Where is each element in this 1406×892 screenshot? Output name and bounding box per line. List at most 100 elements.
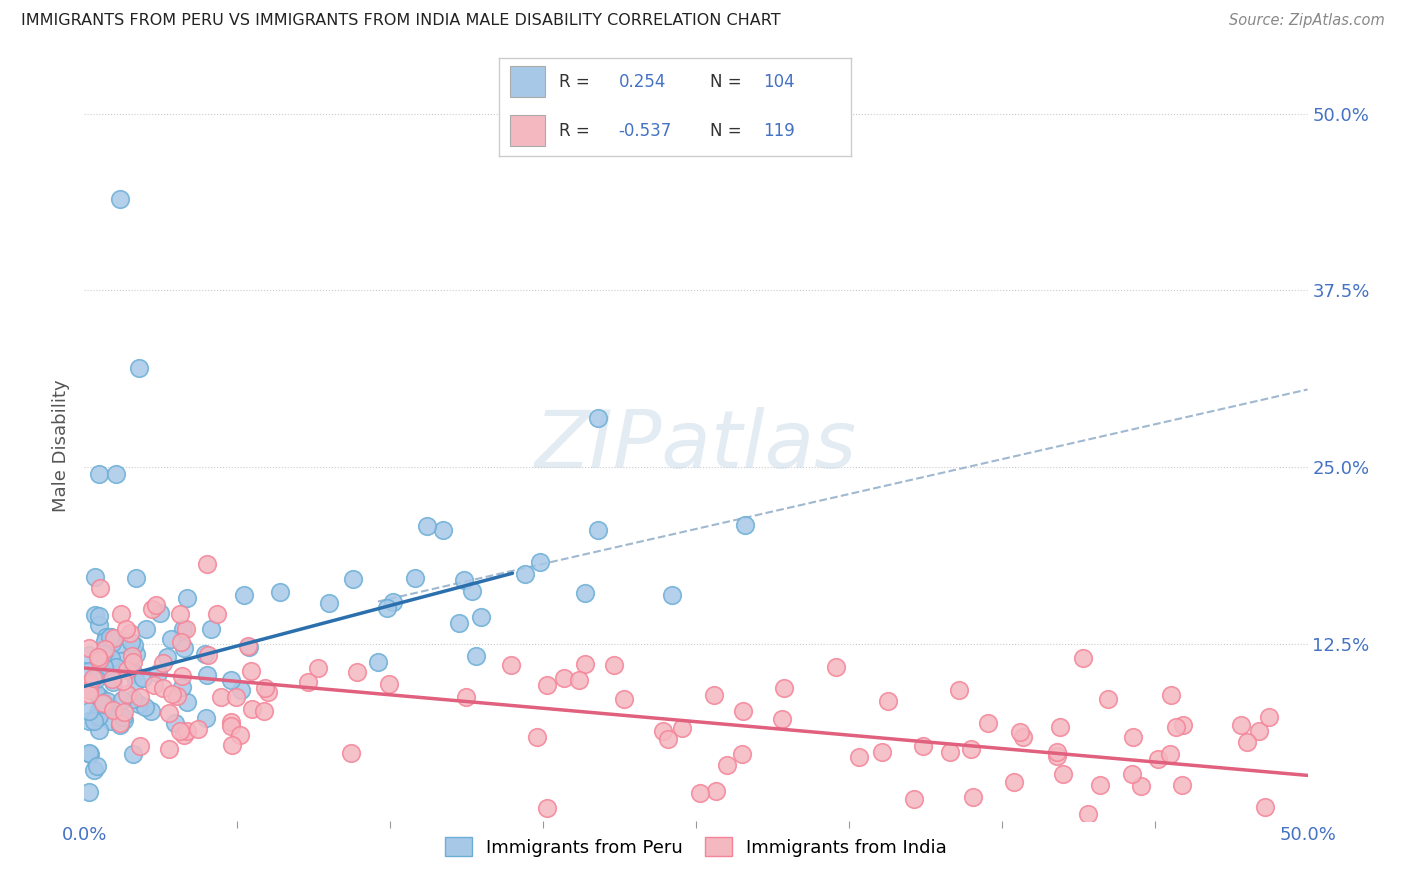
Point [209, 690, 232, 704]
Point [536, 801, 558, 815]
Point [689, 786, 711, 800]
Point [375, 601, 398, 615]
Point [378, 677, 401, 691]
Point [1122, 730, 1144, 744]
Point [1121, 766, 1143, 780]
Point [77, 664, 100, 678]
Point [340, 747, 363, 761]
Point [82, 671, 104, 685]
Point [1046, 745, 1069, 759]
Point [103, 675, 125, 690]
Point [553, 671, 575, 685]
Point [128, 739, 150, 753]
Point [661, 589, 683, 603]
Point [100, 630, 122, 644]
Point [169, 724, 191, 739]
Point [80, 682, 103, 697]
Point [318, 596, 340, 610]
Point [173, 640, 195, 655]
Point [240, 664, 263, 678]
Point [114, 623, 136, 637]
Point [848, 749, 870, 764]
Point [529, 555, 551, 569]
Point [176, 622, 198, 636]
Point [96, 694, 118, 708]
Text: R =: R = [560, 121, 589, 139]
Point [139, 704, 162, 718]
Point [173, 728, 195, 742]
Point [1008, 725, 1031, 739]
Point [128, 361, 150, 376]
Point [461, 583, 484, 598]
Text: -0.537: -0.537 [619, 121, 672, 139]
Point [824, 660, 846, 674]
Point [194, 711, 217, 725]
Point [108, 715, 131, 730]
Point [1236, 734, 1258, 748]
Point [976, 715, 998, 730]
Point [77, 683, 100, 698]
Point [105, 660, 128, 674]
Point [103, 632, 125, 646]
Point [112, 713, 135, 727]
Legend: Immigrants from Peru, Immigrants from India: Immigrants from Peru, Immigrants from In… [437, 830, 955, 864]
Point [101, 636, 124, 650]
Point [586, 523, 609, 537]
Point [91, 647, 114, 661]
Point [108, 192, 131, 206]
Point [911, 739, 934, 753]
Point [716, 757, 738, 772]
Point [89, 651, 111, 665]
Point [773, 681, 796, 695]
Point [176, 723, 198, 738]
Point [89, 690, 111, 704]
Point [160, 632, 183, 647]
Point [83, 607, 105, 622]
Point [231, 682, 253, 697]
Point [89, 467, 111, 482]
Point [1258, 710, 1281, 724]
Point [169, 607, 191, 621]
Point [1046, 749, 1069, 764]
Point [94, 700, 117, 714]
Point [513, 566, 536, 581]
Point [110, 607, 132, 621]
Point [86, 759, 108, 773]
Point [1159, 747, 1181, 761]
Point [876, 694, 898, 708]
Point [77, 704, 100, 718]
Point [416, 519, 439, 533]
Text: Source: ZipAtlas.com: Source: ZipAtlas.com [1229, 13, 1385, 29]
Point [229, 728, 252, 742]
Point [77, 714, 100, 729]
Point [87, 653, 110, 667]
Point [233, 588, 256, 602]
Point [90, 698, 112, 712]
Point [238, 640, 260, 654]
Point [948, 683, 970, 698]
Point [176, 695, 198, 709]
Point [574, 586, 596, 600]
Point [1254, 800, 1277, 814]
Text: ZIPatlas: ZIPatlas [534, 407, 858, 485]
Point [1166, 719, 1188, 733]
Point [195, 557, 218, 571]
Point [115, 687, 138, 701]
Point [83, 763, 105, 777]
Point [166, 689, 188, 703]
Point [453, 573, 475, 587]
Point [574, 657, 596, 671]
Point [145, 598, 167, 612]
Point [152, 681, 174, 696]
Point [603, 658, 626, 673]
Point [652, 723, 675, 738]
Point [219, 673, 242, 687]
Point [141, 602, 163, 616]
Point [236, 639, 259, 653]
Point [367, 655, 389, 669]
Point [77, 746, 100, 760]
Point [1002, 775, 1025, 789]
Point [200, 622, 222, 636]
Point [1012, 730, 1035, 744]
Point [307, 661, 329, 675]
